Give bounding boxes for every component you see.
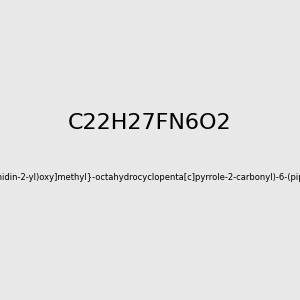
Text: 3-(3a-{[(5-Fluoropyrimidin-2-yl)oxy]methyl}-octahydrocyclopenta[c]pyrrole-2-carb: 3-(3a-{[(5-Fluoropyrimidin-2-yl)oxy]meth… bbox=[0, 172, 300, 182]
Text: C22H27FN6O2: C22H27FN6O2 bbox=[68, 113, 232, 133]
